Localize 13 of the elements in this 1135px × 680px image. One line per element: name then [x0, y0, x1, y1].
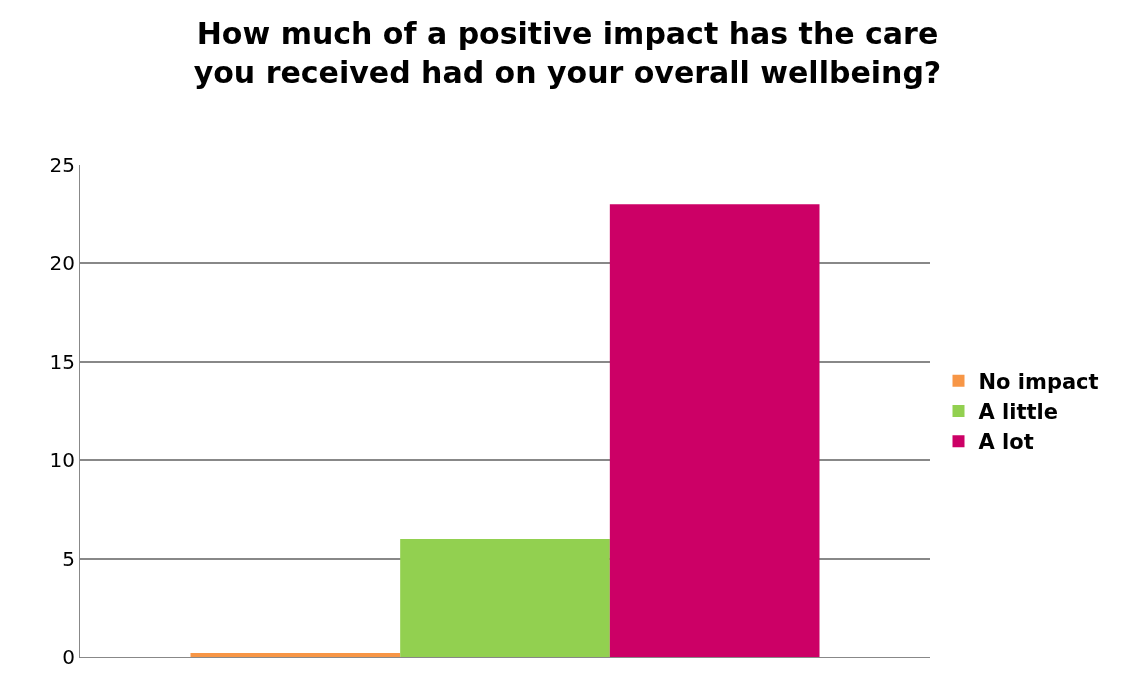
bar — [400, 538, 610, 657]
bar — [609, 204, 820, 657]
y-tick-label: 15 — [49, 349, 75, 374]
legend-label: A little — [978, 400, 1058, 425]
y-tick-label: 0 — [62, 645, 75, 669]
y-tick-label: 25 — [49, 153, 75, 177]
y-tick-label: 5 — [62, 546, 75, 571]
bar — [190, 653, 401, 657]
legend-label: A lot — [978, 430, 1034, 455]
legend-label: No impact — [978, 369, 1099, 394]
y-tick-label: 20 — [49, 251, 75, 276]
chart-title: How much of a positive impact has the care you received had on your overall wellbeing? — [193, 16, 942, 91]
y-tick-label: 10 — [49, 448, 75, 473]
